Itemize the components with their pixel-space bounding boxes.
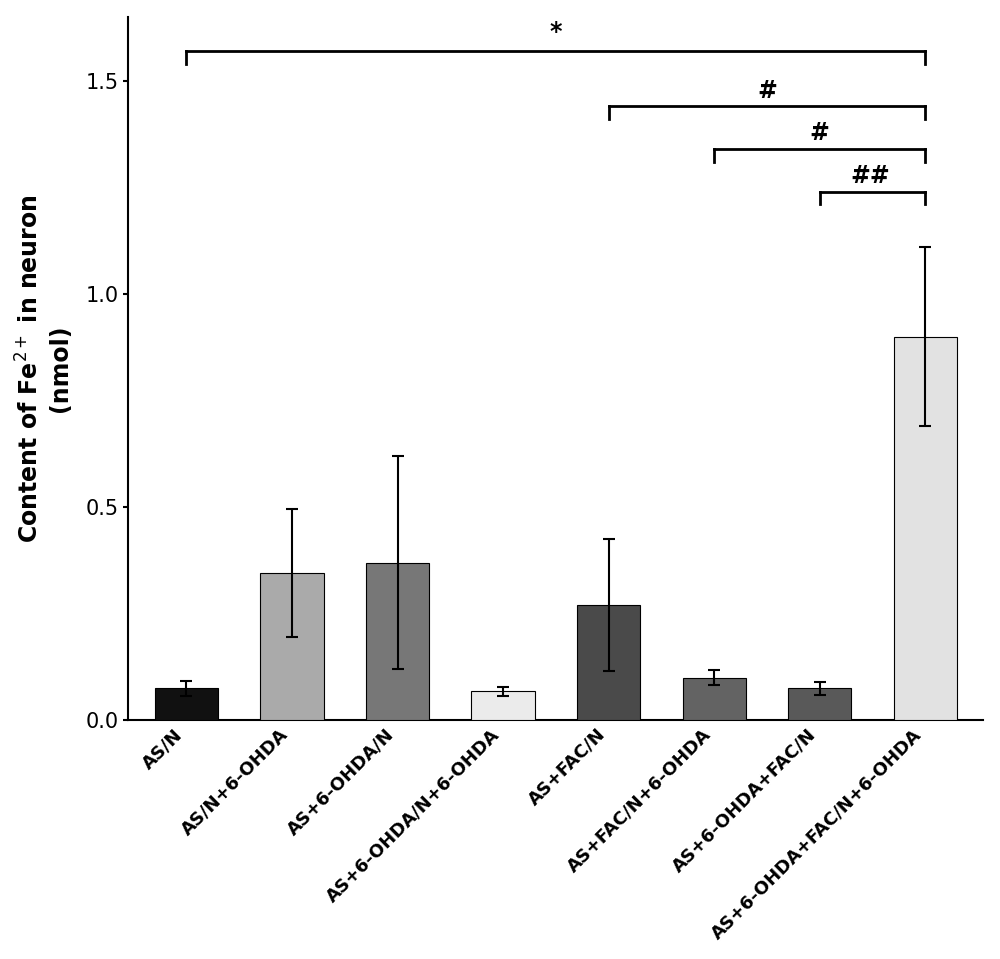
Bar xyxy=(788,689,851,720)
Text: #: # xyxy=(810,122,830,146)
Bar xyxy=(155,689,218,720)
Bar xyxy=(894,337,957,720)
Bar xyxy=(577,605,640,720)
Bar xyxy=(683,678,746,720)
Bar xyxy=(366,563,429,720)
Bar xyxy=(471,691,535,720)
Bar xyxy=(260,573,324,720)
Text: *: * xyxy=(550,20,562,44)
Text: ##: ## xyxy=(851,164,890,188)
Text: #: # xyxy=(757,79,777,103)
Y-axis label: Content of Fe$^{2+}$ in neuron
(nmol): Content of Fe$^{2+}$ in neuron (nmol) xyxy=(17,195,72,543)
